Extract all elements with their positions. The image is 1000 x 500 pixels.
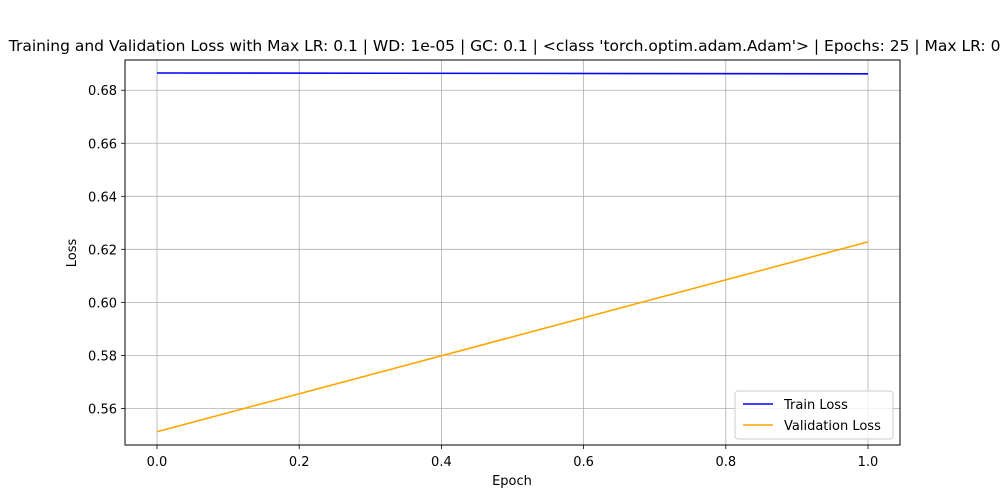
y-tick-label: 0.62 [88,243,117,258]
y-axis-label: Loss [65,239,80,268]
y-tick-label: 0.68 [88,84,117,99]
x-tick-label: 0.6 [573,455,594,470]
x-tick-label: 0.0 [147,455,168,470]
chart-title: Training and Validation Loss with Max LR… [8,37,1000,55]
x-tick-label: 0.8 [715,455,736,470]
x-axis-label: Epoch [492,474,532,489]
y-tick-label: 0.58 [88,349,117,364]
axis-ticks: 0.0 0.2 0.4 0.6 0.8 1.0 0.56 0.58 0.60 0.62 0.64 0.… [88,84,878,470]
series-line-train-loss [156,72,869,75]
legend-label-train-loss: Train Loss [783,398,848,413]
x-tick-label: 1.0 [858,455,879,470]
y-tick-label: 0.64 [88,190,117,205]
plot-area-background [125,60,900,445]
y-tick-label: 0.66 [88,137,117,152]
y-tick-label: 0.60 [88,296,117,311]
legend-label-validation-loss: Validation Loss [784,419,881,434]
plot-area-frame [124,59,901,446]
x-tick-label: 0.2 [289,455,310,470]
series-lines [156,72,869,433]
legend-box [734,390,894,440]
y-tick-label: 0.56 [88,402,117,417]
legend: Train Loss Validation Loss [734,390,894,440]
series-line-validation-loss [156,241,869,433]
x-tick-label: 0.4 [431,455,452,470]
